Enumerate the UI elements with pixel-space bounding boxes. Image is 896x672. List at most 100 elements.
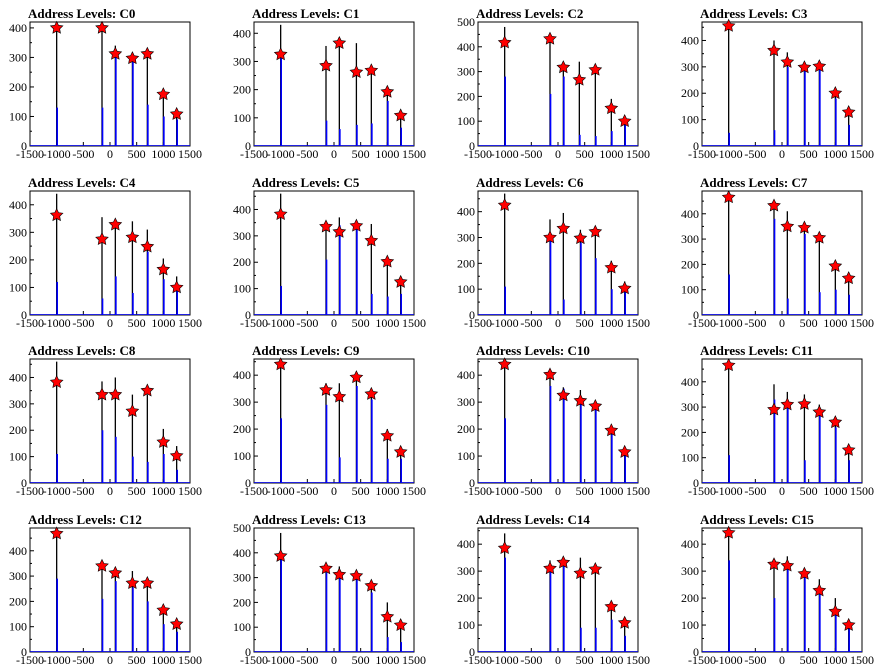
y-tick-label: 100 — [233, 449, 251, 463]
panel-11: Address Levels: C11 0 100 200 300 400 -1500-10… — [681, 343, 874, 498]
x-tick-label: 1500 — [402, 484, 426, 498]
peak-marker-star — [556, 555, 571, 569]
x-tick-label: 0 — [555, 484, 561, 498]
peak-marker-star — [95, 558, 109, 572]
y-tick-label: 100 — [9, 450, 27, 464]
peak-marker-star — [828, 86, 843, 100]
y-tick-label: 0 — [693, 645, 699, 659]
x-tick-label: -1000 — [491, 316, 519, 330]
peak-marker-star — [573, 566, 588, 580]
x-tick-label: -500 — [296, 653, 318, 667]
x-tick-label: 1000 — [823, 316, 847, 330]
x-tick-label: -1500 — [240, 653, 268, 667]
y-tick-label: 400 — [233, 368, 251, 382]
x-tick-label: 1500 — [850, 147, 874, 161]
peak-marker-star — [95, 387, 109, 401]
x-tick-label: 1500 — [402, 147, 426, 161]
plot-frame — [701, 21, 863, 147]
x-tick-label: 1500 — [850, 316, 874, 330]
x-tick-label: 1500 — [402, 653, 426, 667]
y-tick-label: 0 — [469, 308, 475, 322]
x-tick-label: 1000 — [823, 653, 847, 667]
panel-9: Address Levels: C9 0 100 200 300 400 -1500-100… — [233, 343, 426, 498]
x-tick-label: 500 — [576, 484, 594, 498]
x-tick-label: 500 — [352, 653, 370, 667]
y-tick-label: 300 — [457, 564, 475, 578]
peak-marker-star — [49, 375, 64, 389]
y-tick-label: 200 — [681, 86, 699, 100]
x-tick-label: 1500 — [178, 147, 202, 161]
x-tick-label: -1500 — [464, 653, 492, 667]
peak-marker-star — [604, 101, 619, 115]
x-tick-label: 0 — [107, 653, 113, 667]
peak-marker-star — [156, 603, 171, 617]
x-tick-label: 1000 — [375, 147, 399, 161]
panel-12: Address Levels: C12 0 100 200 300 400 -1500-10… — [9, 512, 202, 667]
x-tick-label: -1000 — [715, 484, 743, 498]
y-tick-label: 300 — [233, 54, 251, 68]
y-tick-label: 400 — [457, 205, 475, 219]
x-tick-label: -500 — [744, 653, 766, 667]
panel-6: Address Levels: C6 0 100 200 300 400 -1500-100… — [457, 175, 650, 330]
x-tick-label: 1500 — [178, 653, 202, 667]
x-tick-label: 1000 — [599, 484, 623, 498]
peak-marker-star — [319, 219, 333, 233]
y-tick-label: 200 — [233, 83, 251, 97]
peak-marker-star — [543, 367, 557, 381]
peak-marker-star — [588, 562, 603, 576]
y-tick-label: 200 — [9, 423, 27, 437]
y-tick-label: 300 — [457, 231, 475, 245]
x-tick-label: 500 — [128, 316, 146, 330]
peak-marker-star — [604, 599, 619, 613]
panel-title: Address Levels: C1 — [252, 6, 359, 21]
x-tick-label: 500 — [352, 484, 370, 498]
y-tick-label: 400 — [681, 537, 699, 551]
panel-7: Address Levels: C7 0 100 200 300 400 -1500-100… — [681, 175, 874, 330]
y-tick-label: 100 — [233, 282, 251, 296]
x-tick-label: 500 — [352, 147, 370, 161]
x-tick-label: -500 — [296, 484, 318, 498]
peak-marker-star — [332, 567, 347, 581]
x-tick-label: 1500 — [850, 653, 874, 667]
peak-marker-star — [380, 609, 395, 623]
y-tick-label: 400 — [457, 537, 475, 551]
y-tick-label: 200 — [233, 255, 251, 269]
y-tick-label: 100 — [681, 283, 699, 297]
panel-1: Address Levels: C1 0 100 200 300 400 -1500-100… — [233, 6, 426, 161]
x-tick-label: -1000 — [43, 653, 71, 667]
x-tick-label: 500 — [128, 653, 146, 667]
panel-title: Address Levels: C0 — [28, 6, 135, 21]
y-tick-label: 500 — [233, 521, 251, 535]
peak-marker-star — [169, 448, 184, 462]
peak-marker-star — [95, 20, 109, 34]
x-tick-label: -1500 — [688, 653, 716, 667]
peak-marker-star — [828, 604, 843, 618]
peak-marker-star — [393, 618, 408, 632]
peak-marker-star — [767, 557, 781, 571]
peak-marker-star — [364, 63, 379, 77]
peak-marker-star — [617, 281, 632, 295]
y-tick-label: 400 — [9, 21, 27, 35]
x-tick-label: -500 — [744, 147, 766, 161]
x-tick-label: -1000 — [267, 316, 295, 330]
peak-marker-star — [49, 208, 64, 222]
panel-title: Address Levels: C14 — [476, 512, 590, 527]
panel-4: Address Levels: C4 0 100 200 300 400 -1500-100… — [9, 175, 202, 330]
y-tick-label: 300 — [233, 571, 251, 585]
x-tick-label: 500 — [800, 653, 818, 667]
y-tick-label: 300 — [9, 225, 27, 239]
x-tick-label: 0 — [555, 653, 561, 667]
peak-marker-star — [497, 198, 512, 212]
x-tick-label: 1500 — [850, 484, 874, 498]
x-tick-label: 1000 — [151, 653, 175, 667]
peak-marker-star — [273, 548, 288, 562]
x-tick-label: -1500 — [464, 316, 492, 330]
x-tick-label: -1500 — [240, 316, 268, 330]
peak-marker-star — [349, 568, 364, 582]
panel-title: Address Levels: C10 — [476, 343, 590, 358]
peak-marker-star — [543, 230, 557, 244]
peak-marker-star — [349, 64, 364, 78]
y-tick-label: 100 — [681, 113, 699, 127]
peak-marker-star — [393, 444, 408, 458]
